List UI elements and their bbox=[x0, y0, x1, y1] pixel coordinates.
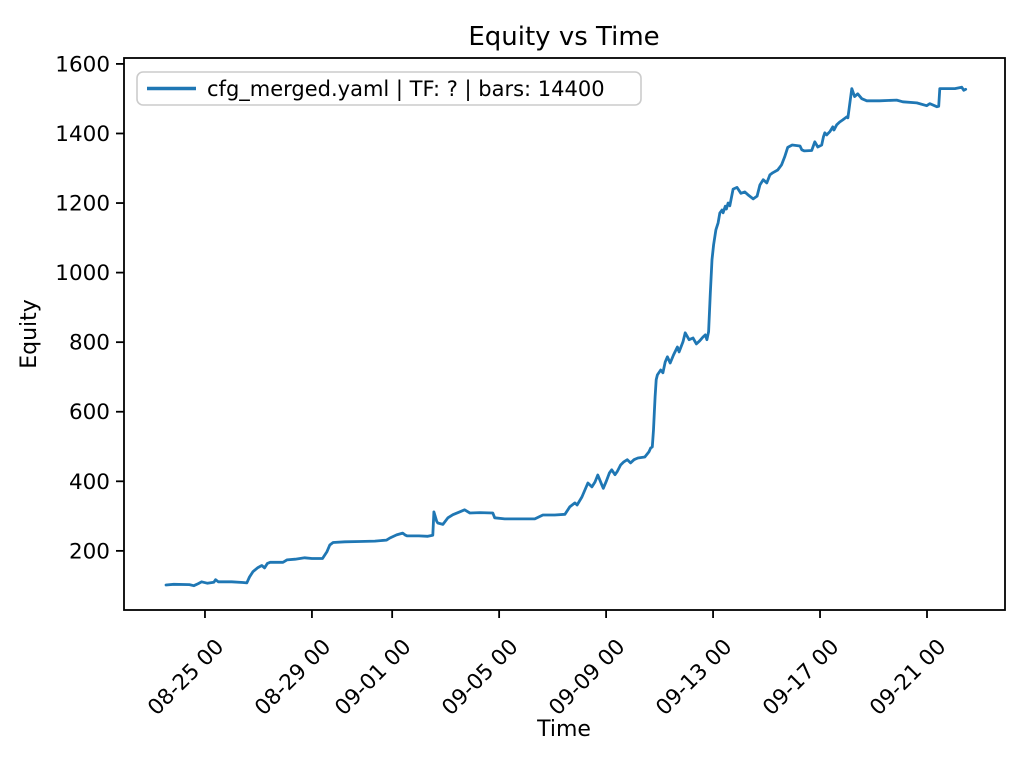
plot-area bbox=[123, 57, 1006, 611]
legend: cfg_merged.yaml | TF: ? | bars: 14400 bbox=[136, 71, 642, 106]
equity-line-series bbox=[164, 85, 968, 588]
y-tick-label: 800 bbox=[69, 331, 110, 356]
x-axis-label: Time bbox=[536, 717, 591, 742]
legend-box bbox=[136, 71, 642, 106]
chart-title: Equity vs Time bbox=[468, 22, 659, 52]
y-axis-label: Equity bbox=[17, 299, 42, 369]
y-tick-label: 400 bbox=[69, 470, 110, 495]
y-tick-label: 1200 bbox=[55, 192, 110, 217]
y-axis-ticks: 200 400 600 800 1000 1200 1400 1600 bbox=[55, 52, 124, 564]
y-tick-label: 1400 bbox=[55, 122, 110, 147]
y-tick-label: 1600 bbox=[55, 52, 110, 77]
y-tick-label: 200 bbox=[69, 539, 110, 564]
legend-label: cfg_merged.yaml | TF: ? | bars: 14400 bbox=[207, 77, 605, 102]
y-tick-label: 600 bbox=[69, 400, 110, 425]
y-tick-label: 1000 bbox=[55, 261, 110, 286]
